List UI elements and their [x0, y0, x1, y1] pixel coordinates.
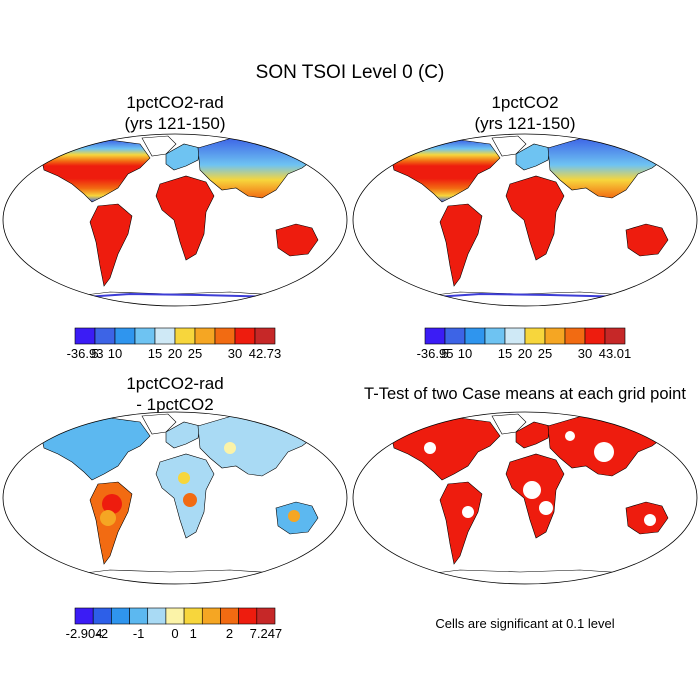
p1-aus-landmass: [275, 223, 319, 257]
p3-colorbar-label: -2.904: [66, 626, 103, 641]
p1-colorbar-swatch: [214, 327, 236, 345]
p2-colorbar-label: 20: [518, 346, 532, 361]
p2-na-landmass: [389, 139, 501, 203]
panel-3-title-line2: - 1pctCO2: [136, 395, 214, 414]
p1-colorbar-label: 20: [168, 346, 182, 361]
p1-sa-landmass: [89, 203, 133, 287]
p1-green-landmass: [141, 135, 177, 157]
p2-eur-landmass: [515, 143, 551, 171]
p1-colorbar-swatch: [194, 327, 216, 345]
p1-map-border: [2, 133, 348, 307]
p3-colorbar-swatch: [220, 607, 239, 625]
p2-colorbar-swatch: [464, 327, 486, 345]
panel-3-colorbar: -2.904-2 -1 0 1 2 7.247: [66, 607, 283, 641]
panel-4-title: T-Test of two Case means at each grid po…: [350, 384, 700, 405]
p3-colorbar-swatch: [111, 607, 130, 625]
p1-colorbar-label: 15: [148, 346, 162, 361]
p1-afr-landmass: [155, 175, 215, 261]
panel-1-map: [2, 133, 348, 307]
panel-4-map: [352, 411, 698, 585]
p1-colorbar-swatch: [154, 327, 176, 345]
p1-colorbar-label: 30: [228, 346, 242, 361]
p3-colorbar-swatch: [92, 607, 112, 625]
panel-3-title: 1pctCO2-rad - 1pctCO2: [25, 373, 325, 415]
p1-colorbar-label: 10: [108, 346, 122, 361]
p4-green-landmass: [491, 413, 527, 435]
panel-2-title-line2: (yrs 121-150): [474, 114, 576, 133]
panel-2-map: [352, 133, 698, 307]
p3-colorbar-swatch: [201, 607, 221, 625]
p3-colorbar-swatch: [256, 607, 276, 625]
p1-eur-landmass: [165, 143, 201, 171]
p3-colorbar-label: 1: [190, 626, 197, 641]
p1-na-landmass: [39, 139, 151, 203]
p1-colorbar-swatch: [74, 327, 96, 345]
p2-colorbar-swatch: [504, 327, 526, 345]
p3-colorbar-swatch: [183, 607, 203, 625]
p2-colorbar-label: 5: [441, 346, 448, 361]
p2-aus-landmass: [625, 223, 669, 257]
p2-colorbar-swatch: [584, 327, 606, 345]
p3-ant-landmass: [59, 569, 302, 584]
panel-1-colorbar: -36.935 10 15 20 25 30 42.73: [67, 327, 282, 361]
p1-colorbar-swatch: [174, 327, 196, 345]
p3-colorbar-swatch: [129, 607, 149, 625]
panel-1-title-line1: 1pctCO2-rad: [126, 93, 224, 112]
panel-3-map: [2, 411, 348, 585]
panel-2-title-line1: 1pctCO2: [491, 93, 559, 112]
p1-colorbar-swatch: [94, 327, 116, 345]
panel-2-colorbar: -36.955 10 15 20 25 30 43.01: [417, 327, 632, 361]
p2-colorbar-label: 43.01: [599, 346, 632, 361]
p3-colorbar-swatch: [74, 607, 94, 625]
p4-map-border: [352, 411, 698, 585]
p2-colorbar-swatch: [444, 327, 466, 345]
p2-colorbar-label: 25: [538, 346, 552, 361]
p3-colorbar-label: 2: [226, 626, 233, 641]
p2-map-border: [352, 133, 698, 307]
p3-colorbar-label: -1: [133, 626, 145, 641]
p2-colorbar-swatch: [424, 327, 446, 345]
panel-4-title-line1: T-Test of two Case means at each grid po…: [364, 385, 686, 403]
p1-colorbar-label: 25: [188, 346, 202, 361]
p1-colorbar-swatch: [254, 327, 276, 345]
p3-colorbar-swatch: [238, 607, 258, 625]
panel-3-title-line1: 1pctCO2-rad: [126, 374, 224, 393]
p3-colorbar-swatch: [147, 607, 167, 625]
p2-colorbar-swatch: [604, 327, 626, 345]
p4-eur-landmass: [515, 421, 551, 449]
p2-colorbar-swatch: [544, 327, 566, 345]
p3-green-landmass: [141, 413, 177, 435]
p3-map-border: [2, 411, 348, 585]
panel-1-title: 1pctCO2-rad (yrs 121-150): [25, 92, 325, 134]
p2-colorbar-label: 30: [578, 346, 592, 361]
p1-colorbar-label: 42.73: [249, 346, 282, 361]
p2-colorbar-label: -36.95: [417, 346, 454, 361]
p2-green-landmass: [491, 135, 527, 157]
p1-colorbar-label: -36.93: [67, 346, 104, 361]
p3-colorbar-label: -2: [96, 626, 108, 641]
panel-2-title: 1pctCO2 (yrs 121-150): [375, 92, 675, 134]
p2-sa-landmass: [439, 203, 483, 287]
p2-colorbar-label: 15: [498, 346, 512, 361]
significance-note: Cells are significant at 0.1 level: [435, 616, 615, 631]
p2-afr-landmass: [505, 175, 565, 261]
panel-1-title-line2: (yrs 121-150): [124, 114, 226, 133]
p2-colorbar-label: 10: [458, 346, 472, 361]
p3-colorbar-swatch: [165, 607, 185, 625]
p1-colorbar-label: 5: [91, 346, 98, 361]
figure-title: SON TSOI Level 0 (C): [255, 62, 445, 83]
p2-colorbar-swatch: [484, 327, 506, 345]
p2-colorbar-swatch: [524, 327, 546, 345]
p3-colorbar-label: 0: [171, 626, 178, 641]
p2-colorbar-swatch: [564, 327, 586, 345]
p4-sa-landmass: [439, 481, 483, 565]
p3-colorbar-label: 7.247: [250, 626, 283, 641]
p3-na-landmass: [39, 417, 151, 481]
p1-colorbar-swatch: [114, 327, 136, 345]
p4-ant-landmass: [409, 569, 652, 584]
p3-eur-landmass: [165, 421, 201, 449]
p4-na-landmass: [389, 417, 501, 481]
p1-colorbar-swatch: [234, 327, 256, 345]
p1-colorbar-swatch: [134, 327, 156, 345]
